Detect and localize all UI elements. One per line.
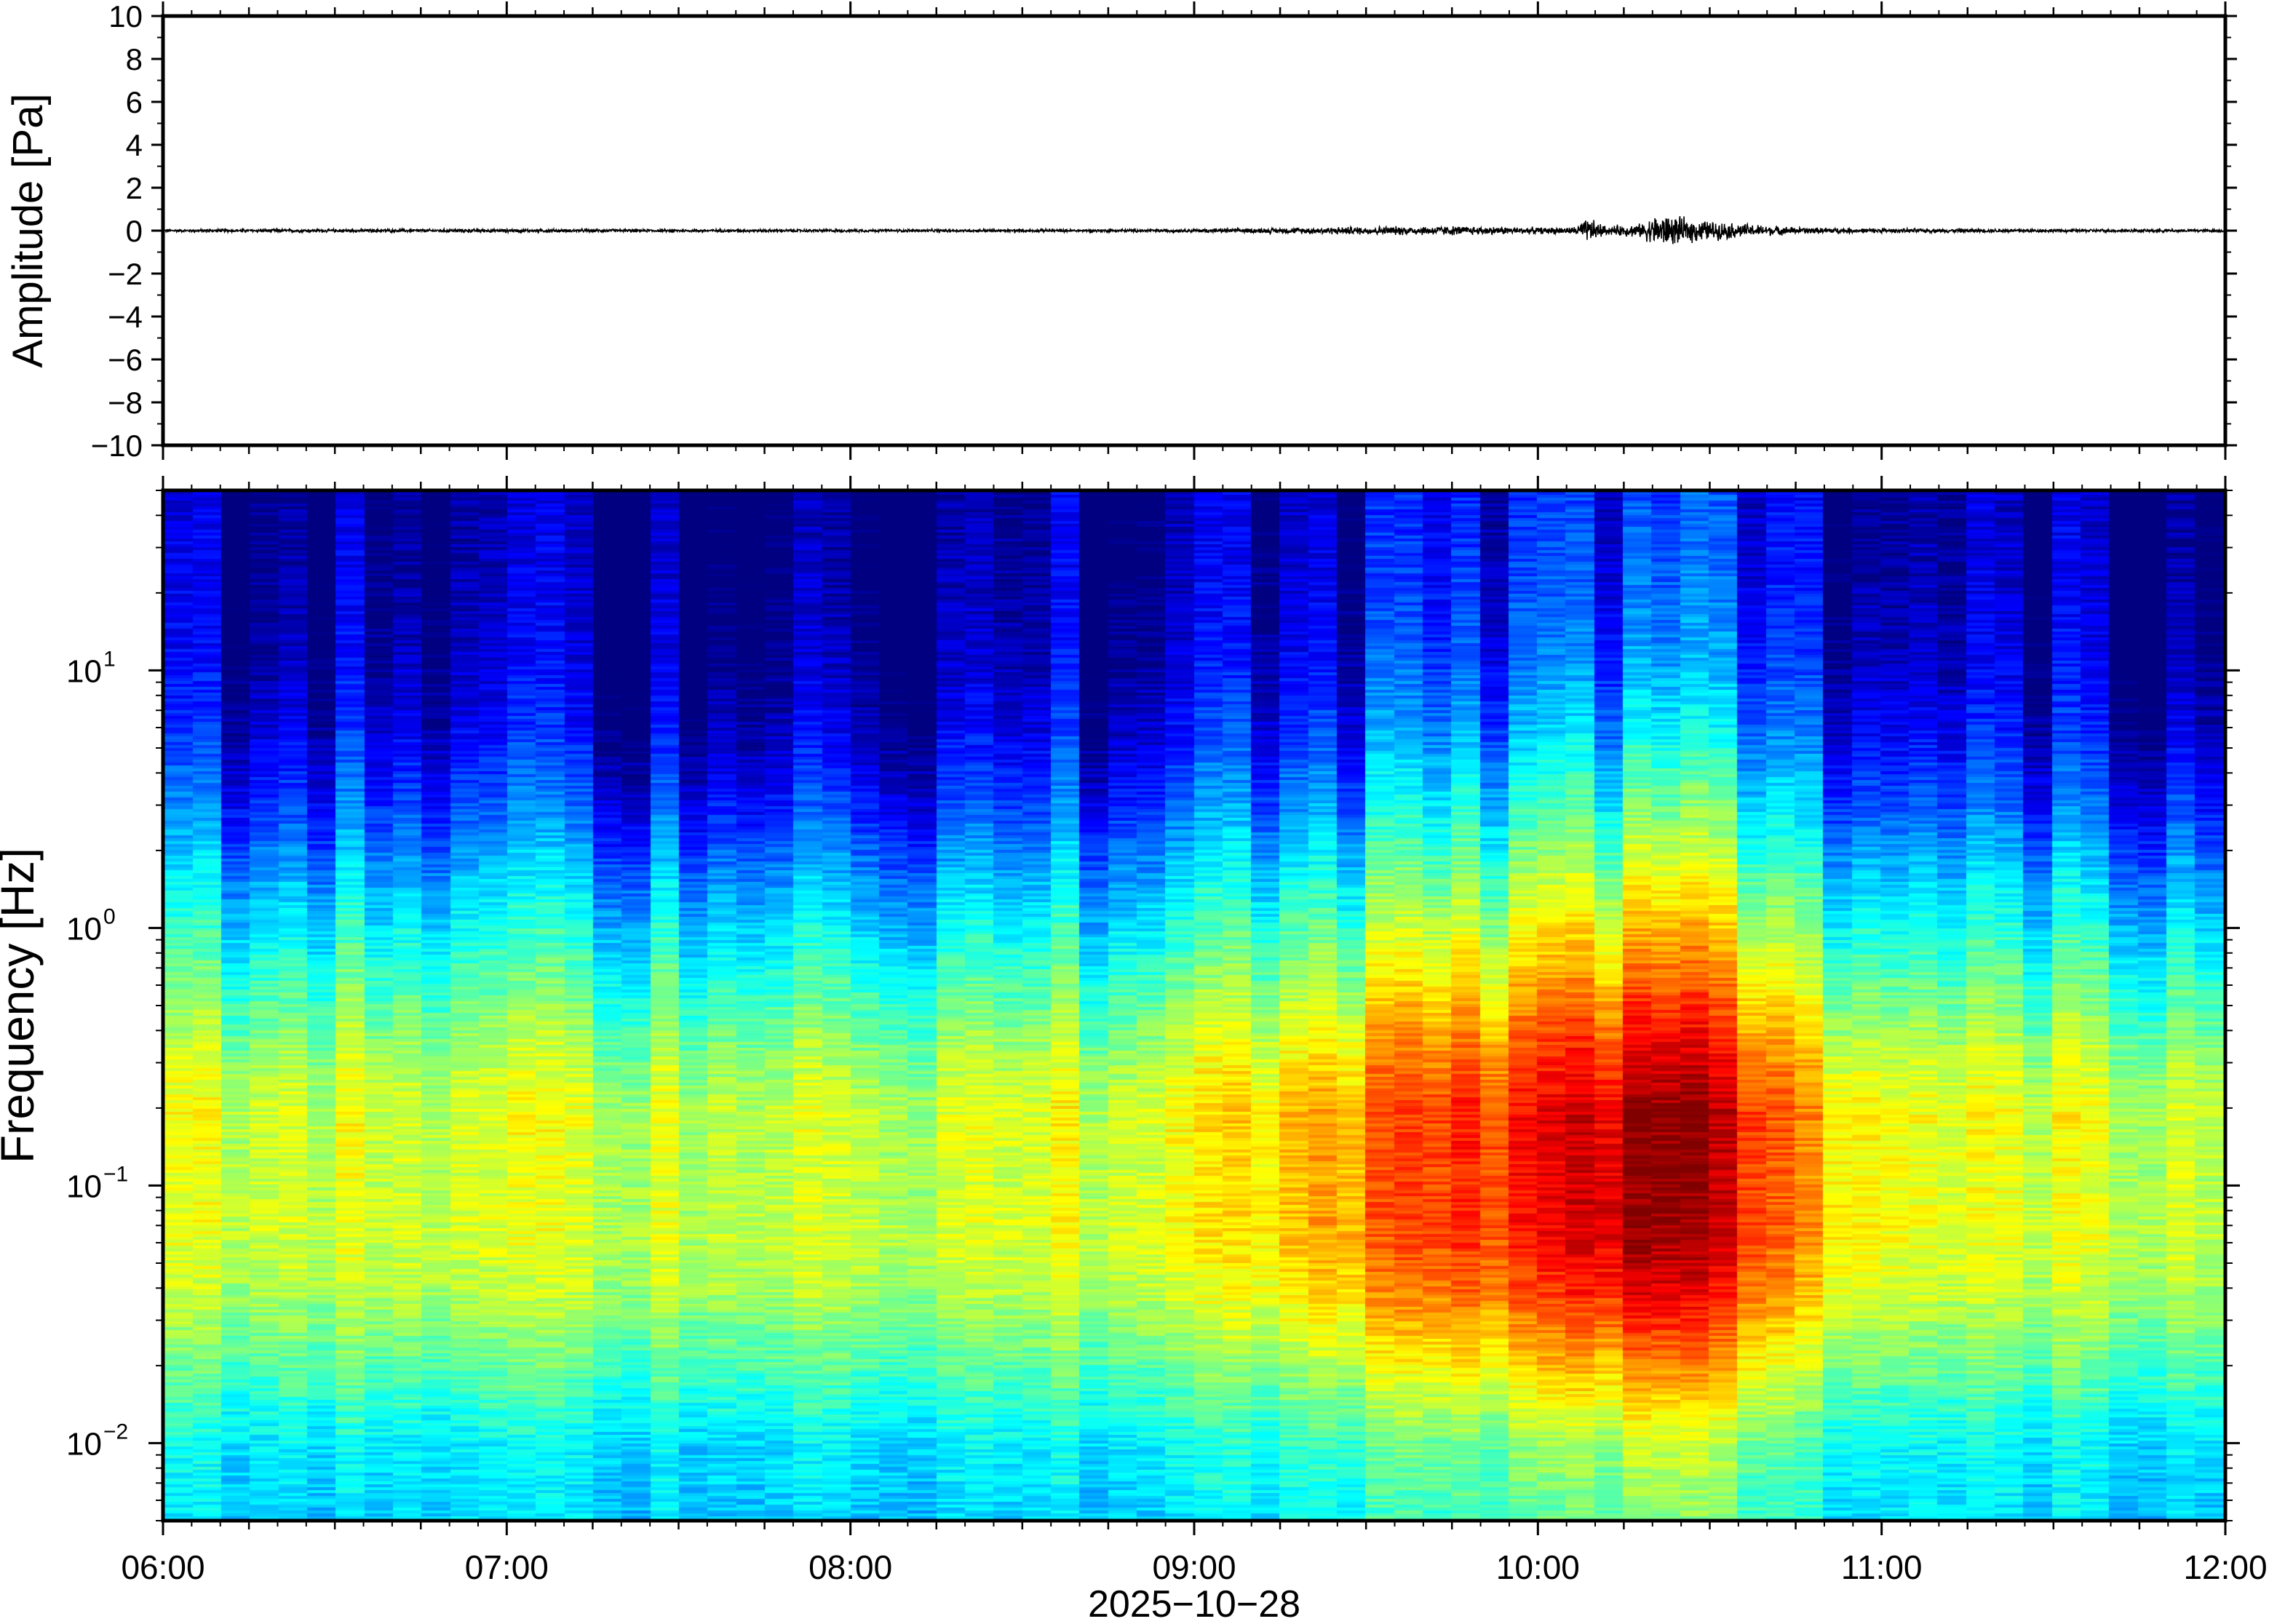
waveform-y-tick-label: 6: [126, 85, 143, 119]
spectrogram-y-tick-base: 10: [66, 653, 102, 689]
spectrogram-y-tick-base: 10: [66, 1169, 102, 1204]
waveform-line: [162, 215, 2226, 244]
waveform-trace: [162, 215, 2226, 244]
waveform-ylabel: Amplitude [Pa]: [4, 93, 52, 367]
spectrogram-ylabel: Frequency [Hz]: [0, 848, 44, 1163]
waveform-y-tick-label: 0: [126, 214, 143, 248]
spectrogram-y-tick-exponent: −1: [103, 1162, 128, 1186]
x-axis-date-label: 2025−10−28: [1088, 1583, 1300, 1624]
x-tick-label: 12:00: [2183, 1548, 2267, 1586]
waveform-y-tick-label: 8: [126, 42, 143, 76]
spectrogram-y-tick-base: 10: [66, 911, 102, 947]
waveform-y-tick-label: −8: [108, 386, 143, 420]
waveform-y-tick-label: −6: [108, 343, 143, 377]
spectrogram-y-tick-exponent: 0: [103, 904, 116, 928]
spectrogram-y-tick-label: 10 −1: [66, 1162, 128, 1204]
x-tick-label: 10:00: [1496, 1548, 1580, 1586]
spectrogram-y-tick-exponent: 1: [103, 647, 116, 671]
waveform-y-tick-label: 10: [108, 0, 143, 33]
spectrogram-y-tick-label: 10 1: [66, 647, 116, 689]
x-tick-label: 06:00: [121, 1548, 204, 1586]
spectrogram-heatmap: [164, 492, 2224, 1519]
waveform-y-tick-label: 2: [126, 171, 143, 205]
waveform-y-ticks: 10 8 6 4 2 0 −2 −4 −6 −8 −10: [91, 0, 2237, 463]
spectrogram-y-tick-exponent: −2: [103, 1420, 128, 1444]
waveform-panel: 10 8 6 4 2 0 −2 −4 −6 −8 −10 Amplitude [Pa]: [4, 0, 2237, 463]
x-tick-label: 07:00: [465, 1548, 549, 1586]
spectrogram-y-tick-label: 10 −2: [66, 1420, 128, 1462]
x-tick-label: 11:00: [1841, 1548, 1923, 1586]
waveform-x-ticks: [162, 1, 2227, 460]
waveform-y-tick-label: −2: [108, 257, 143, 291]
waveform-y-tick-label: 4: [126, 128, 143, 162]
x-tick-label: 09:00: [1152, 1548, 1236, 1586]
spectrogram-y-tick-label: 10 0: [66, 904, 116, 947]
spectrogram-y-tick-base: 10: [66, 1426, 102, 1462]
x-tick-label: 08:00: [808, 1548, 892, 1586]
waveform-y-tick-label: −10: [91, 429, 143, 463]
waveform-y-tick-label: −4: [108, 300, 143, 334]
x-axis-labels: 06:00 07:00 08:00 09:00 10:00 11:00 12:00: [121, 1548, 2267, 1586]
